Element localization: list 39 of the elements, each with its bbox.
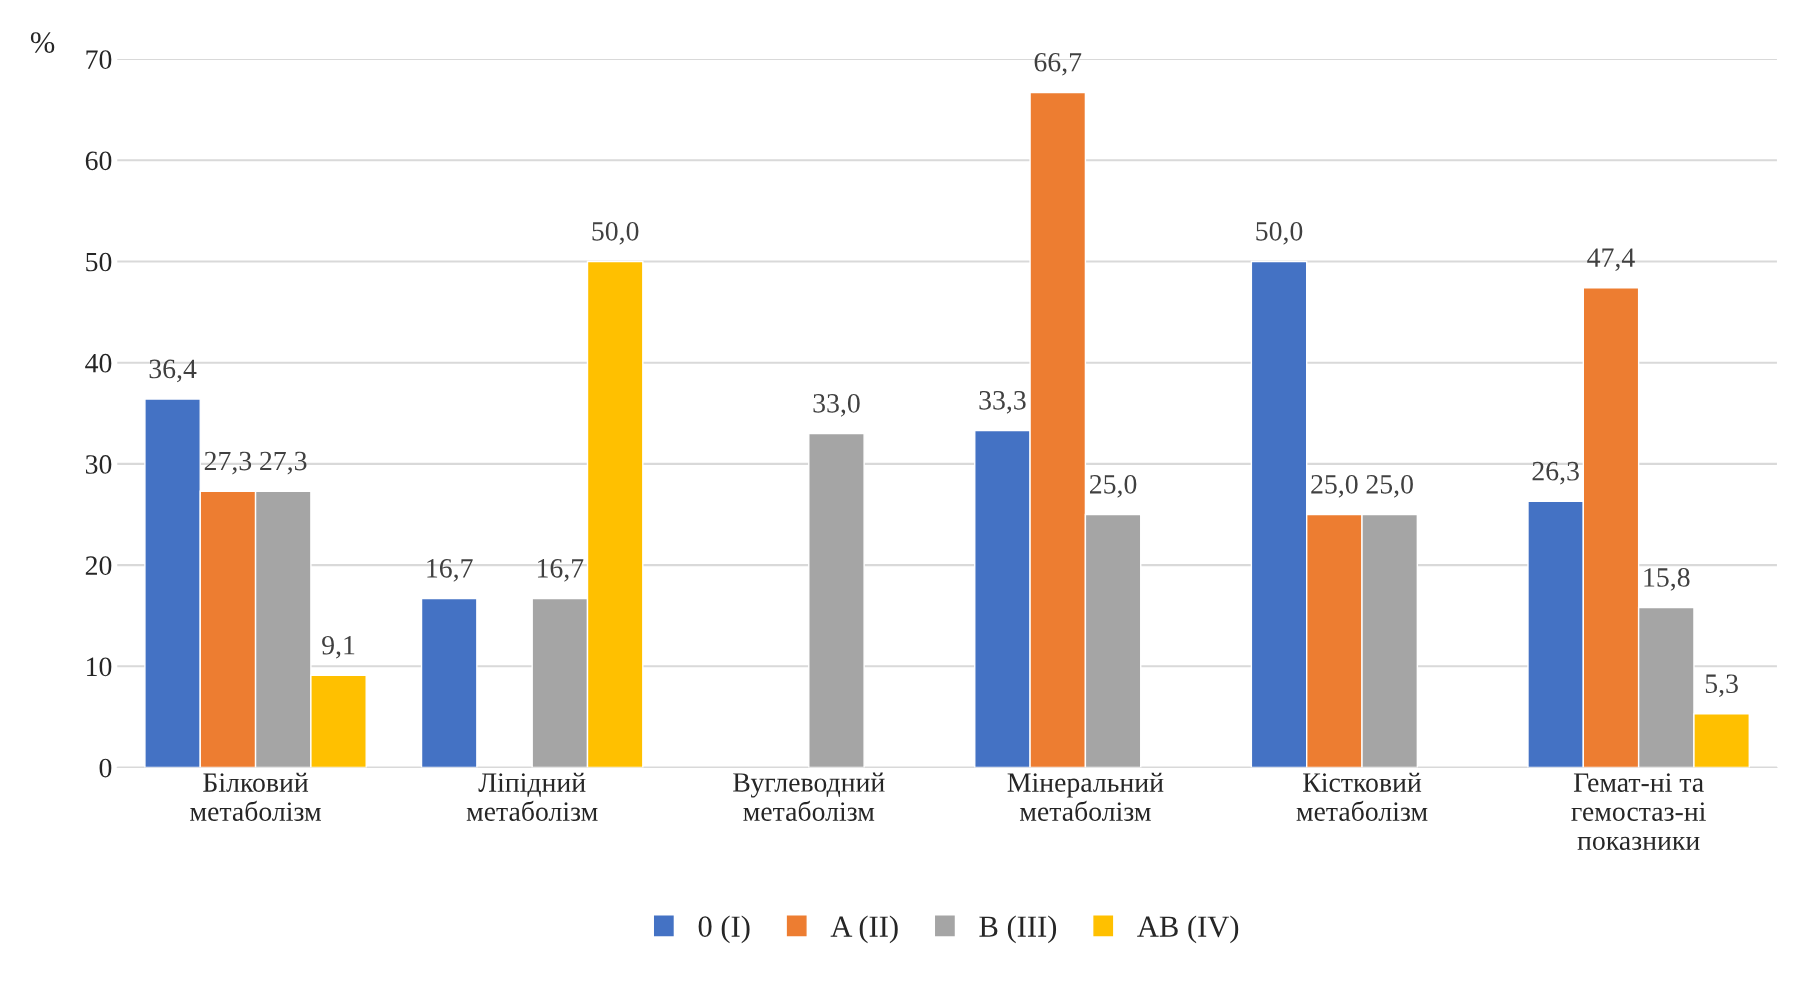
data-label: 16,7	[427, 559, 473, 582]
data-label: 33,3	[979, 390, 1026, 414]
x-tick-label: Кістковий метаболізм	[1296, 772, 1428, 821]
data-label: 66,7	[1034, 52, 1082, 76]
data-label: 36,4	[149, 359, 197, 383]
data-label: 25,0	[1311, 474, 1358, 498]
x-tick-label: Мінеральний метаболізм	[1007, 772, 1164, 821]
data-label: 9,1	[322, 635, 355, 659]
bar	[808, 432, 865, 768]
legend-label: A (II)	[830, 915, 898, 944]
data-label: 5,3	[1705, 674, 1738, 698]
legend-label: 0 (I)	[698, 915, 750, 944]
x-tick-label: Гемат-ні та гемостаз-ні показники	[1571, 773, 1706, 851]
y-tick-label: 70	[86, 50, 112, 69]
data-label: 25,0	[1089, 474, 1137, 498]
legend-label: AB (IV)	[1137, 915, 1239, 944]
x-tick-label: Ліпідний метаболізм	[466, 772, 598, 821]
data-label: 16,7	[537, 559, 584, 582]
data-label: 15,8	[1644, 568, 1690, 591]
x-tick-label: Вуглеводний метаболізм	[733, 772, 885, 821]
data-label: 25,0	[1366, 474, 1413, 498]
y-tick-label: 60	[85, 151, 112, 171]
x-tick-label: Білковий метаболізм	[190, 772, 321, 821]
data-label: 50,0	[1256, 221, 1303, 245]
y-tick-label: 40	[85, 353, 112, 373]
y-tick-label: 20	[85, 556, 112, 576]
y-axis-title: %	[30, 32, 55, 53]
y-tick-label: 10	[87, 657, 112, 677]
data-label: 27,3	[260, 451, 307, 475]
data-label: 27,3	[204, 451, 252, 475]
y-tick-label: 50	[86, 252, 112, 272]
y-tick-label: 30	[85, 455, 112, 474]
data-label: 33,0	[813, 393, 860, 417]
legend-label: B (III)	[979, 915, 1057, 944]
data-label: 47,4	[1587, 248, 1635, 271]
bar	[420, 597, 478, 768]
data-label: 26,3	[1532, 461, 1579, 485]
y-tick-label: 0	[99, 758, 112, 778]
data-label: 50,0	[592, 221, 639, 245]
